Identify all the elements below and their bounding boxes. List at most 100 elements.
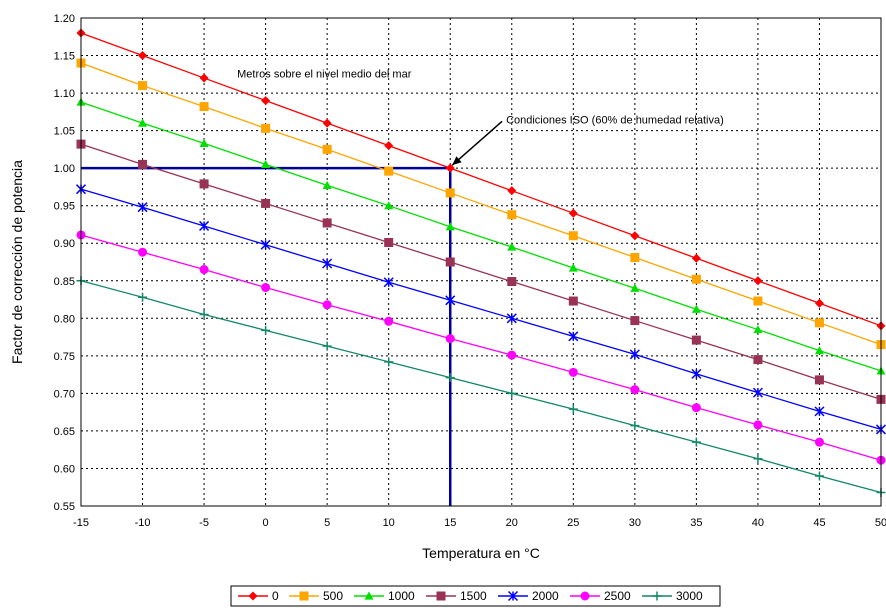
data-point — [507, 388, 517, 398]
x-axis-title: Temperatura en °C — [422, 545, 540, 561]
data-point — [568, 208, 578, 218]
data-point — [384, 316, 394, 326]
data-point — [507, 210, 517, 220]
legend-label: 2000 — [532, 589, 559, 603]
data-point — [568, 296, 578, 306]
data-point — [138, 292, 148, 302]
x-tick-label: 35 — [690, 517, 702, 529]
data-point — [445, 222, 455, 231]
data-point — [506, 313, 517, 324]
data-point — [814, 406, 825, 417]
data-point — [261, 198, 271, 208]
legend-label: 500 — [323, 589, 343, 603]
x-tick-label: 50 — [875, 517, 886, 529]
x-tick-label: 25 — [567, 517, 579, 529]
x-tick-label: 20 — [506, 517, 518, 529]
data-point — [199, 179, 209, 189]
legend-item-500: 500 — [289, 589, 343, 603]
data-point — [322, 180, 332, 190]
y-tick-label: 0.55 — [54, 501, 75, 513]
legend: 0 500 1000 1500 2000 2500 3000 — [238, 589, 703, 603]
data-point — [630, 316, 640, 326]
series-group — [75, 28, 886, 497]
data-point — [753, 296, 763, 306]
data-point — [445, 163, 455, 173]
y-tick-label: 0.65 — [54, 426, 75, 438]
data-point — [568, 331, 579, 342]
series-500 — [76, 58, 886, 350]
data-point — [580, 591, 590, 601]
data-point — [445, 334, 455, 344]
series-2500 — [76, 230, 886, 465]
legend-label: 2500 — [604, 589, 631, 603]
data-point — [753, 325, 763, 334]
data-point — [507, 350, 517, 360]
series-line-2500 — [80, 234, 882, 461]
data-point — [261, 159, 271, 168]
data-point — [507, 242, 517, 251]
legend-item-3000: 3000 — [642, 589, 703, 603]
legend-item-0: 0 — [238, 589, 279, 603]
series-line-1000 — [80, 101, 882, 372]
y-tick-label: 1.00 — [54, 163, 75, 175]
data-point — [261, 96, 271, 106]
y-tick-label: 1.05 — [54, 126, 75, 138]
annotations: Metros sobre el nivel medio del mar Condi… — [237, 69, 724, 166]
data-point — [814, 375, 824, 385]
x-tick-label: 15 — [444, 517, 456, 529]
y-tick-labels: 0.55 0.60 0.65 0.70 0.75 0.80 0.85 0.90 0.95 1.00… — [54, 13, 75, 513]
data-point — [753, 454, 763, 464]
legend-label: 1500 — [460, 589, 487, 603]
annotation-label: Condiciones ISO (60% de humedad relativa… — [506, 114, 724, 126]
plot-area — [81, 18, 881, 506]
plot-border — [80, 17, 882, 507]
data-point — [261, 283, 271, 293]
data-point — [507, 277, 517, 287]
gridlines — [81, 18, 881, 506]
y-tick-label: 0.95 — [54, 201, 75, 213]
y-tick-label: 1.10 — [54, 88, 75, 100]
data-point — [322, 258, 333, 269]
data-point — [691, 335, 701, 345]
series-line-3000 — [80, 280, 882, 494]
legend-label: 3000 — [676, 589, 703, 603]
data-point — [630, 252, 640, 262]
data-point — [260, 239, 271, 250]
data-point — [691, 274, 701, 284]
series-1000 — [76, 97, 886, 375]
y-tick-label: 0.90 — [54, 238, 75, 250]
x-tick-label: -15 — [73, 517, 89, 529]
data-point — [299, 591, 309, 601]
x-tick-label: -10 — [135, 517, 151, 529]
data-point — [507, 186, 517, 196]
data-point — [261, 123, 271, 133]
data-point — [322, 144, 332, 154]
data-point — [753, 355, 763, 365]
annotation-label: Metros sobre el nivel medio del mar — [237, 69, 412, 81]
data-point — [138, 247, 148, 257]
data-point — [383, 277, 394, 288]
data-point — [753, 276, 763, 286]
data-point — [199, 310, 209, 320]
annotation-arrow-head — [452, 156, 462, 166]
data-point — [814, 346, 824, 355]
legend-label: 0 — [272, 589, 279, 603]
series-line-2000 — [80, 188, 882, 431]
data-point — [322, 218, 332, 228]
x-tick-label: 10 — [383, 517, 395, 529]
data-point — [436, 591, 446, 601]
x-tick-label: 45 — [813, 517, 825, 529]
data-point — [261, 325, 271, 335]
data-point — [568, 404, 578, 414]
y-tick-label: 0.70 — [54, 388, 75, 400]
data-point — [814, 298, 824, 308]
data-point — [445, 295, 456, 306]
y-tick-label: 1.15 — [54, 51, 75, 63]
data-point — [753, 420, 763, 430]
data-point — [691, 437, 701, 447]
data-point — [199, 265, 209, 275]
data-point — [364, 591, 374, 600]
data-point — [138, 51, 148, 61]
legend-item-2500: 2500 — [570, 589, 631, 603]
